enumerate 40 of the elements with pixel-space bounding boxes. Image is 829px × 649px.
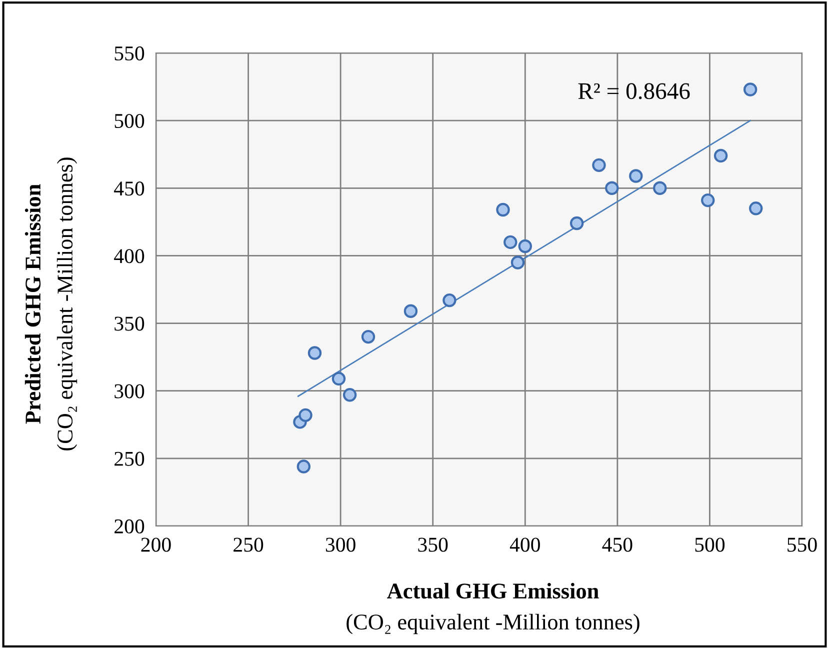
- point: [298, 408, 312, 422]
- x-tick-label: 400: [510, 538, 540, 552]
- point: [442, 293, 456, 308]
- point: [510, 256, 525, 270]
- x-axis-title: Actual GHG Emission (CO₂ equivalent -Million tonnes): [346, 582, 640, 634]
- point: [404, 304, 418, 318]
- point: [714, 148, 728, 163]
- point: [308, 346, 322, 360]
- point: [361, 330, 376, 344]
- y-tick-label: 300: [114, 384, 144, 398]
- point: [743, 82, 758, 96]
- point: [629, 169, 643, 183]
- point: [518, 239, 532, 254]
- x-tick-label: 550: [788, 538, 817, 552]
- point: [296, 460, 311, 474]
- point: [605, 181, 619, 195]
- point: [701, 193, 715, 208]
- point: [592, 158, 606, 172]
- y-tick-label: 400: [114, 249, 144, 264]
- point: [570, 216, 584, 230]
- point: [749, 202, 763, 216]
- y-tick-label: 550: [114, 46, 144, 60]
- y-tick-label: 450: [114, 182, 144, 196]
- annotation: R² = 0.8646: [578, 83, 690, 100]
- y-tick-label: 200: [114, 519, 144, 534]
- y-tick-label: 500: [114, 114, 144, 128]
- x-tick-label: 200: [141, 538, 171, 552]
- point: [332, 372, 346, 386]
- y-tick-label: 350: [114, 316, 144, 331]
- x-tick-label: 250: [234, 538, 264, 552]
- y-axis-title: Predicted GHG Emission (CO₂ equivalent -Million tonnes): [24, 158, 78, 450]
- point: [342, 388, 357, 402]
- x-tick-label: 300: [326, 538, 356, 552]
- x-tick-label: 500: [695, 538, 725, 552]
- point: [504, 235, 518, 250]
- point: [653, 181, 667, 195]
- x-tick-label: 450: [602, 538, 632, 552]
- x-tick-label: 350: [418, 538, 448, 552]
- y-tick-label: 250: [114, 452, 144, 466]
- point: [496, 202, 510, 217]
